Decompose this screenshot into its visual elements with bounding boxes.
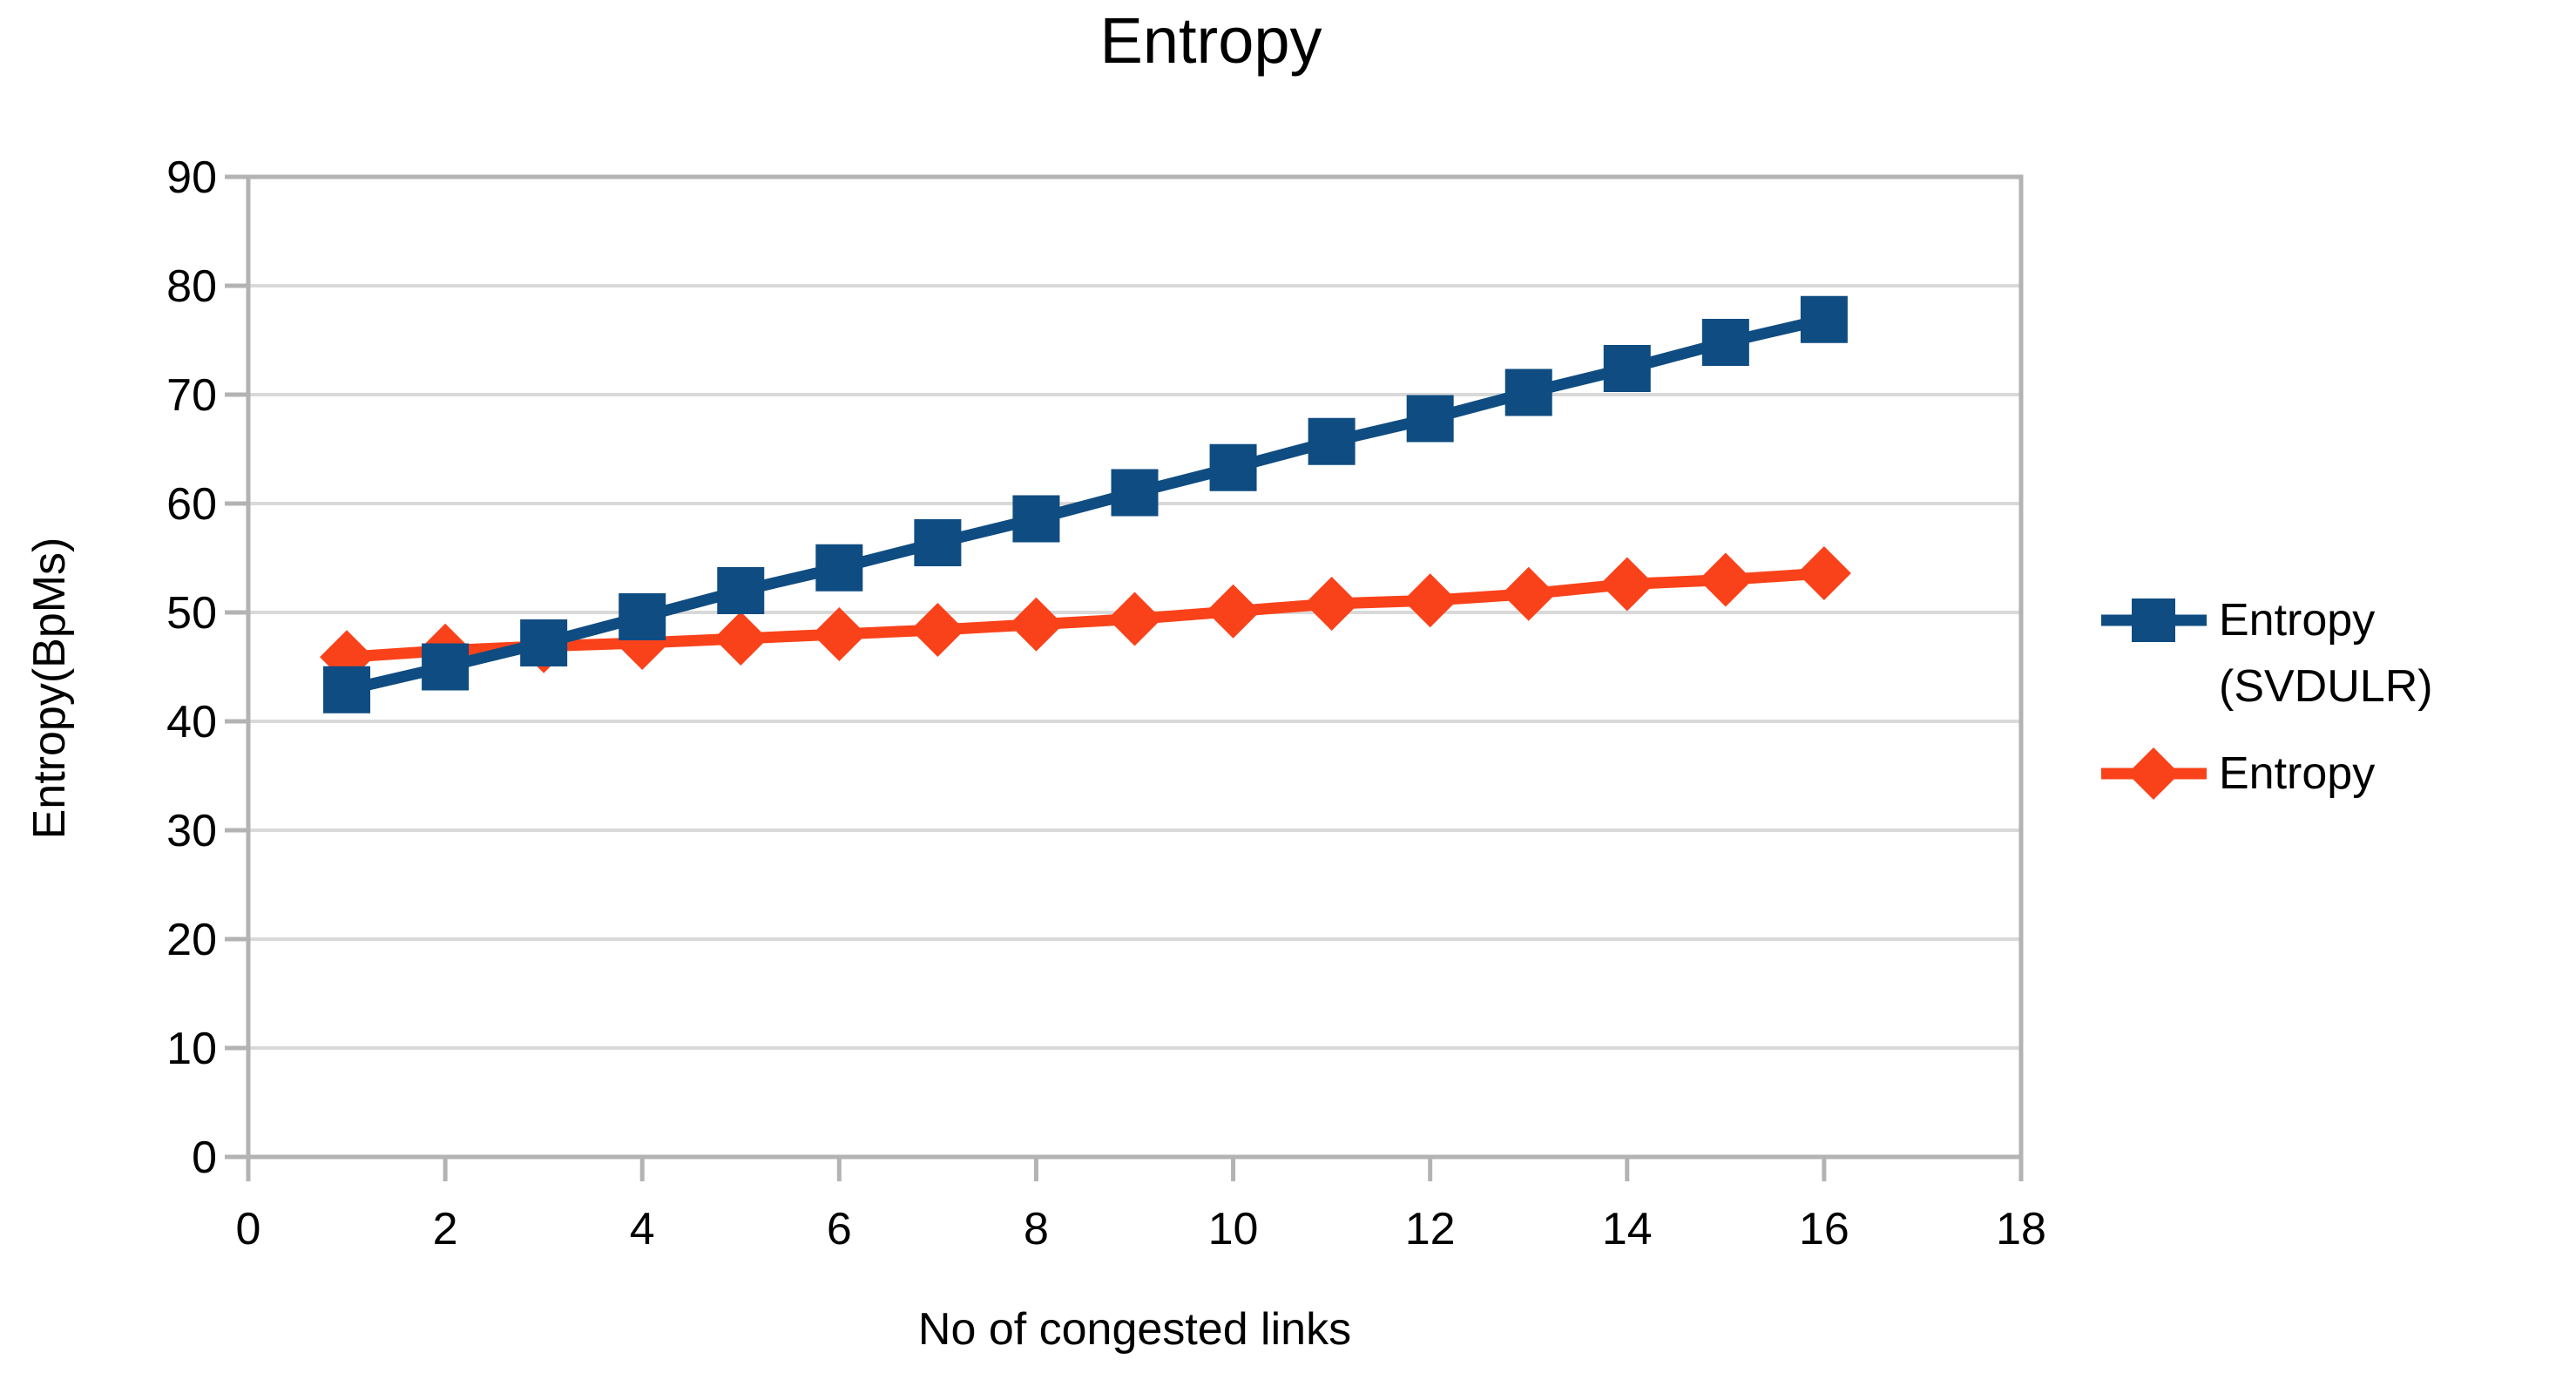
legend-swatch-marker bbox=[2127, 747, 2180, 800]
data-point-marker bbox=[1206, 584, 1261, 639]
y-tick-label: 90 bbox=[166, 152, 217, 203]
y-tick-label: 40 bbox=[166, 697, 217, 747]
data-point-marker bbox=[1403, 573, 1457, 628]
data-point-marker bbox=[1701, 319, 1749, 366]
data-point-marker bbox=[422, 643, 470, 691]
x-tick-label: 16 bbox=[1799, 1204, 1849, 1254]
series-line-entropy bbox=[346, 567, 1825, 663]
data-point-marker bbox=[323, 666, 371, 713]
data-point-marker bbox=[1501, 566, 1556, 621]
data-point-marker bbox=[717, 567, 765, 614]
data-point-marker bbox=[1107, 592, 1162, 646]
y-tick-label: 60 bbox=[166, 479, 217, 530]
y-tick-label: 30 bbox=[166, 806, 217, 856]
legend-item: Entropy bbox=[2101, 740, 2543, 807]
data-point-marker bbox=[520, 619, 568, 666]
data-point-marker bbox=[1308, 417, 1356, 465]
data-point-marker bbox=[619, 593, 666, 640]
data-point-marker bbox=[812, 607, 867, 661]
x-tick-label: 18 bbox=[1996, 1204, 2046, 1254]
data-point-marker bbox=[1111, 469, 1159, 517]
data-point-marker bbox=[1603, 345, 1651, 392]
x-tick-label: 14 bbox=[1602, 1204, 1653, 1254]
y-tick-label: 10 bbox=[166, 1024, 217, 1074]
y-tick-label: 50 bbox=[166, 588, 217, 639]
x-tick-label: 8 bbox=[1024, 1204, 1049, 1254]
legend-swatch-diamond-icon bbox=[2101, 747, 2207, 800]
x-tick-label: 12 bbox=[1405, 1204, 1456, 1254]
x-tick-label: 4 bbox=[630, 1204, 655, 1254]
x-tick-label: 10 bbox=[1208, 1204, 1259, 1254]
x-tick-label: 2 bbox=[433, 1204, 458, 1254]
legend: Entropy (SVDULR) Entropy bbox=[2101, 587, 2543, 828]
y-tick-label: 80 bbox=[166, 261, 217, 312]
y-tick-label: 20 bbox=[166, 915, 217, 965]
y-tick-label: 70 bbox=[166, 370, 217, 421]
data-point-marker bbox=[1796, 546, 1851, 600]
data-point-marker bbox=[713, 612, 768, 666]
x-axis-title: No of congested links bbox=[917, 1304, 1352, 1355]
data-point-marker bbox=[1304, 577, 1359, 631]
data-point-marker bbox=[1800, 295, 1848, 343]
data-point-marker bbox=[1698, 552, 1753, 607]
legend-swatch-square-icon bbox=[2101, 598, 2207, 642]
legend-item-label: Entropy bbox=[2219, 748, 2376, 799]
data-point-marker bbox=[1009, 597, 1064, 652]
legend-item-label: Entropy (SVDULR) bbox=[2219, 595, 2433, 712]
data-point-marker bbox=[1504, 369, 1552, 416]
legend-swatch-marker bbox=[2132, 598, 2175, 642]
data-point-marker bbox=[914, 519, 962, 566]
data-point-marker bbox=[1599, 557, 1654, 612]
data-point-marker bbox=[815, 544, 863, 592]
x-tick-label: 6 bbox=[827, 1204, 852, 1254]
data-point-marker bbox=[1406, 395, 1454, 443]
data-point-marker bbox=[910, 603, 965, 657]
data-point-marker bbox=[1209, 443, 1257, 491]
x-tick-label: 0 bbox=[236, 1204, 261, 1254]
chart-title: Entropy bbox=[1099, 4, 1322, 77]
series-line-entropy-svdulr bbox=[345, 314, 1826, 696]
legend-item: Entropy (SVDULR) bbox=[2101, 587, 2543, 720]
plot-border bbox=[246, 174, 2024, 1160]
y-tick-label: 0 bbox=[192, 1133, 217, 1183]
data-point-marker bbox=[1012, 495, 1060, 543]
